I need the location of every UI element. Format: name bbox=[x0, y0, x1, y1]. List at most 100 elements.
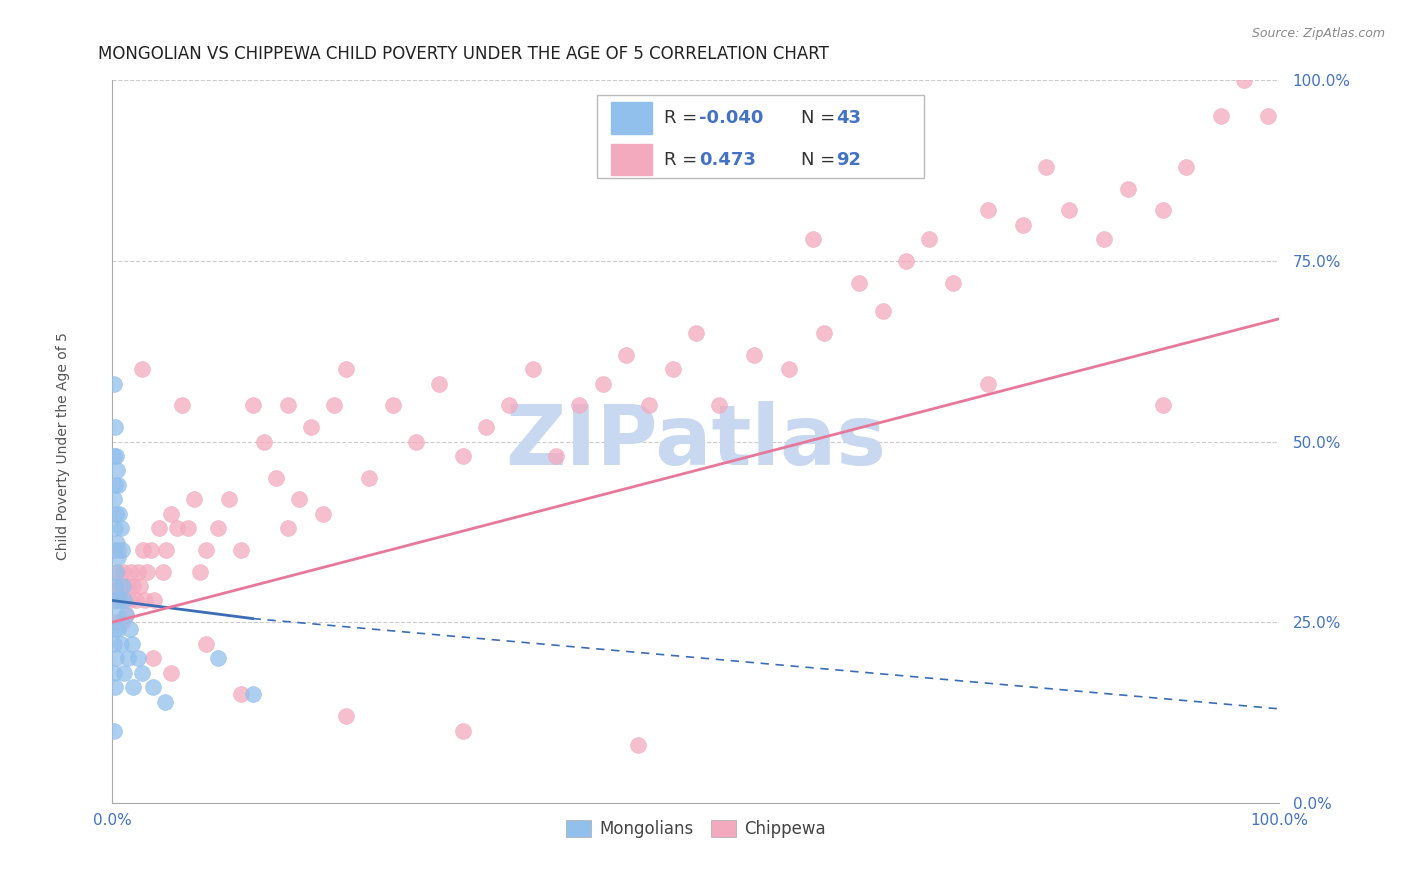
Point bbox=[104, 579, 127, 593]
Point bbox=[276, 521, 298, 535]
Point bbox=[110, 521, 132, 535]
Point bbox=[110, 579, 132, 593]
Point bbox=[103, 542, 125, 557]
Point bbox=[207, 521, 229, 535]
Text: 92: 92 bbox=[837, 151, 860, 169]
Point bbox=[104, 420, 127, 434]
Point bbox=[136, 565, 159, 579]
Point bbox=[103, 376, 125, 391]
Point bbox=[1233, 73, 1256, 87]
Text: -0.040: -0.040 bbox=[699, 109, 763, 127]
Point bbox=[120, 565, 142, 579]
Point bbox=[104, 507, 127, 521]
Point bbox=[1175, 160, 1198, 174]
Point bbox=[544, 449, 567, 463]
Point bbox=[1152, 398, 1174, 412]
Point bbox=[1011, 218, 1033, 232]
Point bbox=[1059, 203, 1081, 218]
Point bbox=[1209, 110, 1232, 124]
Point bbox=[107, 478, 129, 492]
Point bbox=[592, 376, 614, 391]
Point bbox=[103, 637, 125, 651]
Point bbox=[568, 398, 591, 412]
Point bbox=[323, 398, 346, 412]
Point bbox=[115, 607, 138, 622]
Legend: Mongolians, Chippewa: Mongolians, Chippewa bbox=[560, 814, 832, 845]
Point bbox=[638, 398, 661, 412]
Text: 0.473: 0.473 bbox=[699, 151, 756, 169]
Point bbox=[112, 593, 135, 607]
Text: R =: R = bbox=[665, 109, 703, 127]
Point bbox=[1116, 182, 1139, 196]
Point bbox=[709, 398, 731, 412]
Point bbox=[918, 232, 941, 246]
Point bbox=[229, 542, 252, 557]
Point bbox=[118, 623, 141, 637]
Point bbox=[778, 362, 800, 376]
Point bbox=[311, 507, 333, 521]
Point bbox=[132, 542, 155, 557]
Point bbox=[627, 738, 650, 752]
Point bbox=[264, 470, 287, 484]
Point bbox=[894, 253, 917, 268]
Point bbox=[152, 565, 174, 579]
Point bbox=[194, 637, 217, 651]
Point bbox=[107, 542, 129, 557]
Point bbox=[160, 665, 183, 680]
Point bbox=[299, 420, 322, 434]
Bar bbox=[610, 144, 651, 176]
Point bbox=[242, 398, 264, 412]
Bar bbox=[610, 103, 651, 134]
Point bbox=[153, 695, 176, 709]
Point bbox=[744, 348, 766, 362]
Text: MONGOLIAN VS CHIPPEWA CHILD POVERTY UNDER THE AGE OF 5 CORRELATION CHART: MONGOLIAN VS CHIPPEWA CHILD POVERTY UNDE… bbox=[98, 45, 830, 62]
Text: Source: ZipAtlas.com: Source: ZipAtlas.com bbox=[1251, 27, 1385, 40]
Point bbox=[160, 507, 183, 521]
Point bbox=[115, 607, 138, 622]
Point bbox=[498, 398, 520, 412]
Point bbox=[117, 651, 139, 665]
Point bbox=[105, 463, 128, 477]
Point bbox=[188, 565, 211, 579]
Point bbox=[335, 709, 357, 723]
Point bbox=[166, 521, 188, 535]
Point bbox=[104, 615, 127, 630]
Point bbox=[172, 398, 194, 412]
Point bbox=[129, 579, 152, 593]
Point bbox=[112, 665, 135, 680]
FancyBboxPatch shape bbox=[596, 95, 924, 178]
Point bbox=[142, 680, 165, 694]
Point bbox=[104, 579, 127, 593]
Point bbox=[107, 550, 129, 565]
Point bbox=[111, 579, 134, 593]
Point bbox=[177, 521, 200, 535]
Point bbox=[813, 326, 835, 340]
Point bbox=[942, 276, 965, 290]
Point bbox=[117, 579, 139, 593]
Point bbox=[1094, 232, 1116, 246]
Point bbox=[661, 362, 683, 376]
Point bbox=[848, 276, 870, 290]
Point bbox=[104, 449, 127, 463]
Point bbox=[111, 542, 134, 557]
Point bbox=[104, 651, 127, 665]
Point bbox=[242, 687, 264, 701]
Point bbox=[405, 434, 427, 449]
Point bbox=[475, 420, 498, 434]
Point bbox=[451, 723, 474, 738]
Point bbox=[139, 542, 162, 557]
Point bbox=[103, 449, 125, 463]
Point bbox=[103, 492, 125, 507]
Point bbox=[103, 593, 125, 607]
Point bbox=[103, 593, 125, 607]
Point bbox=[253, 434, 276, 449]
Point bbox=[872, 304, 894, 318]
Point bbox=[194, 542, 217, 557]
Point bbox=[103, 723, 125, 738]
Point bbox=[276, 398, 298, 412]
Point bbox=[108, 593, 131, 607]
Point bbox=[111, 615, 134, 630]
Point bbox=[110, 637, 132, 651]
Text: N =: N = bbox=[801, 109, 841, 127]
Point bbox=[118, 593, 141, 607]
